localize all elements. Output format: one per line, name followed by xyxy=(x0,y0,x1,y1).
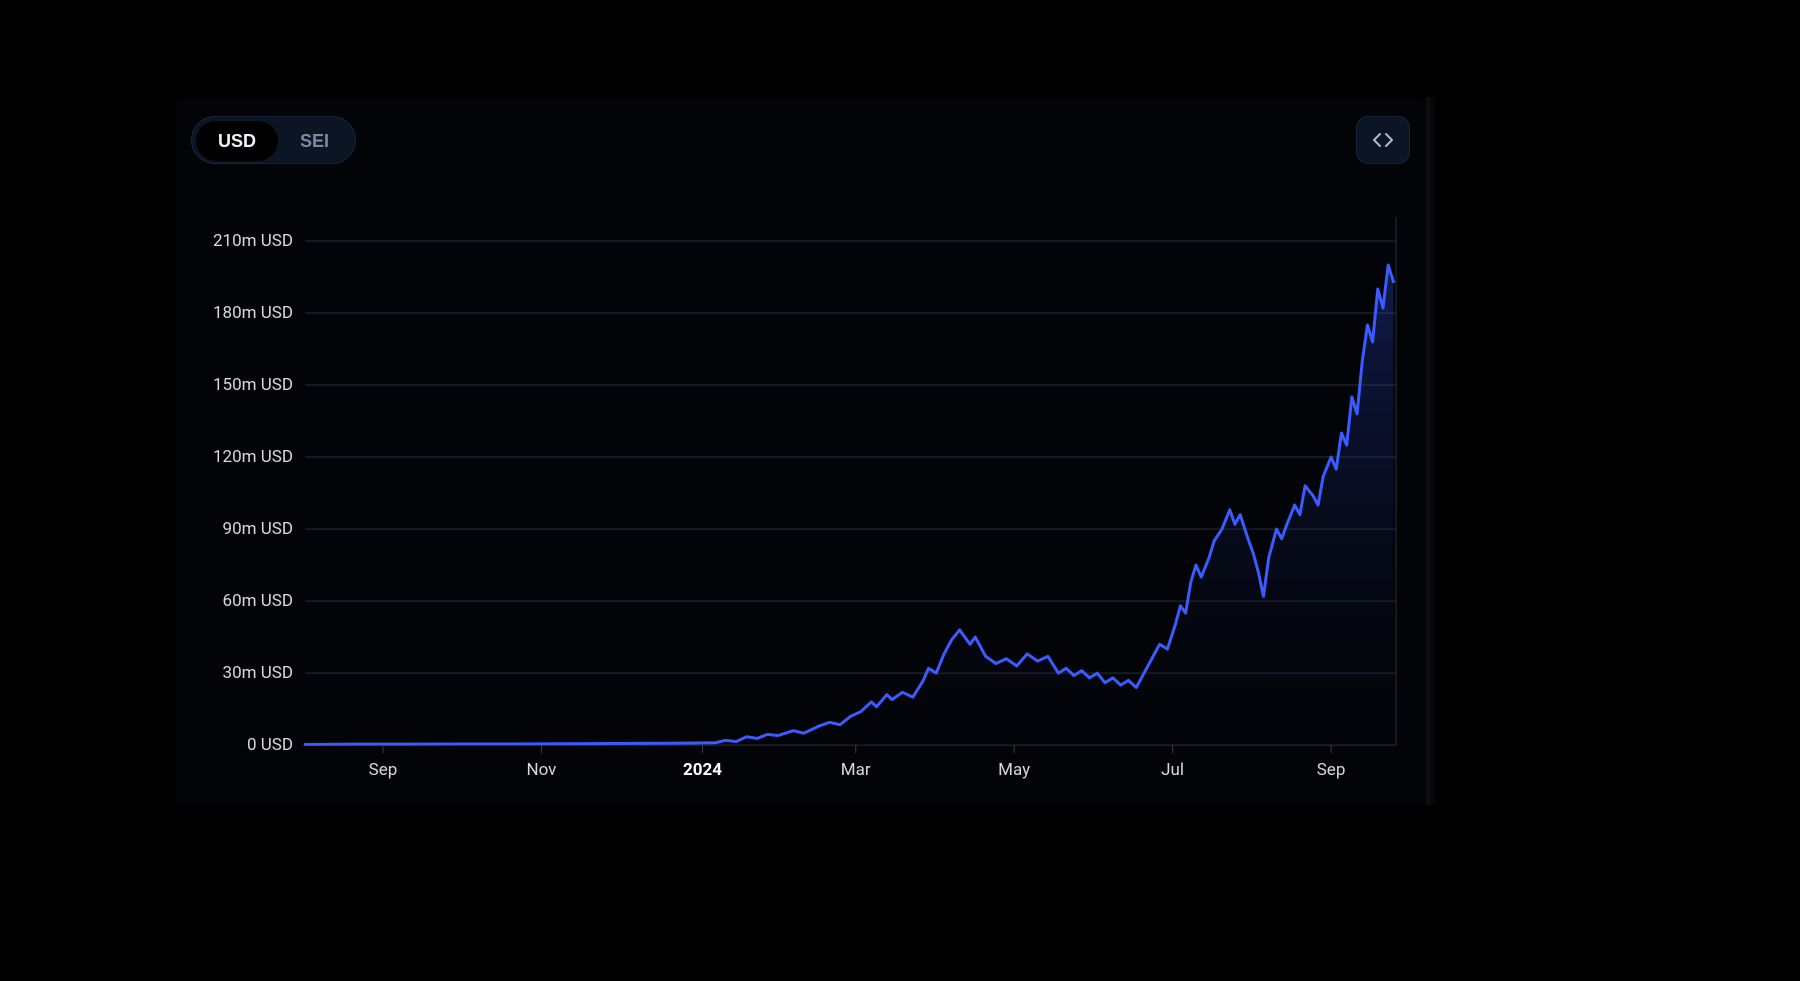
svg-text:Sep: Sep xyxy=(1317,760,1346,780)
svg-text:0 USD: 0 USD xyxy=(247,735,293,755)
currency-toggle-sei[interactable]: SEI xyxy=(278,121,351,161)
svg-text:180m USD: 180m USD xyxy=(213,303,293,323)
svg-text:Nov: Nov xyxy=(526,760,556,780)
chart-panel: USDSEI 0 USD 30m USD 60m USD 90m USD 120m US… xyxy=(175,97,1426,805)
svg-text:May: May xyxy=(998,760,1030,780)
svg-text:210m USD: 210m USD xyxy=(213,231,293,251)
currency-toggle: USDSEI xyxy=(191,116,356,164)
svg-text:Jul: Jul xyxy=(1161,760,1184,780)
svg-text:Sep: Sep xyxy=(369,760,398,780)
chart-area: 0 USD 30m USD 60m USD 90m USD 120m USD 150m U… xyxy=(185,207,1406,785)
panel-edge-shadow xyxy=(1426,97,1438,805)
svg-text:120m USD: 120m USD xyxy=(213,447,293,467)
svg-text:2024: 2024 xyxy=(683,760,722,780)
line-area-chart: 0 USD 30m USD 60m USD 90m USD 120m USD 150m U… xyxy=(185,207,1406,785)
embed-button[interactable] xyxy=(1356,116,1410,164)
code-icon xyxy=(1372,131,1394,149)
svg-text:60m USD: 60m USD xyxy=(223,591,294,611)
chart-toolbar: USDSEI xyxy=(191,113,1410,167)
svg-text:Mar: Mar xyxy=(841,760,871,780)
currency-toggle-usd[interactable]: USD xyxy=(196,121,278,161)
svg-text:150m USD: 150m USD xyxy=(213,375,293,395)
svg-text:30m USD: 30m USD xyxy=(223,663,294,683)
svg-text:90m USD: 90m USD xyxy=(223,519,294,539)
